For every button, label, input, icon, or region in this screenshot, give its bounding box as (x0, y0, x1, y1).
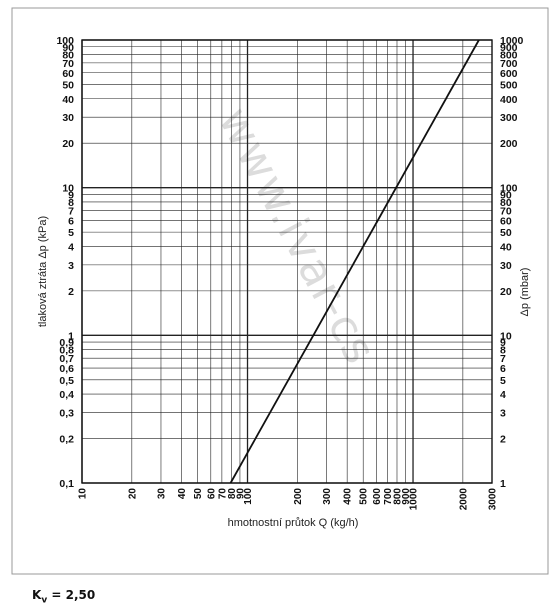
y-tick-label-left: 0,8 (59, 345, 74, 357)
y-tick-label-left: 0,3 (59, 408, 74, 420)
y-tick-label-right: 500 (500, 79, 518, 91)
y-tick-label-right: 7 (500, 353, 506, 365)
y-tick-label-right: 5 (500, 375, 506, 387)
y-tick-label-right: 100 (500, 183, 518, 195)
y-tick-label-left: 9 (68, 189, 74, 201)
y-tick-label-left: 50 (62, 79, 74, 91)
y-tick-label-left: 7 (68, 206, 74, 218)
kv-number: = 2,50 (47, 588, 96, 602)
y-tick-label-right: 1 (500, 478, 506, 490)
y-tick-label-left: 0,4 (59, 389, 74, 401)
y-tick-label-left: 3 (68, 260, 74, 272)
y-tick-label-left: 1 (68, 330, 74, 342)
y-tick-label-right: 700 (500, 58, 518, 70)
y-tick-label-right: 2 (500, 434, 506, 446)
y-tick-label-right: 10 (500, 330, 512, 342)
y-tick-label-right: 800 (500, 49, 518, 61)
y-tick-label-right: 6 (500, 363, 506, 375)
y-tick-label-right: 9 (500, 337, 506, 349)
y-tick-label-right: 40 (500, 241, 512, 253)
x-tick-label: 700 (383, 488, 394, 505)
y-tick-label-right: 50 (500, 227, 512, 239)
x-tick-label: 400 (343, 488, 354, 505)
y-tick-label-right: 400 (500, 94, 518, 106)
y-axis-title-right: Δp (mbar) (519, 268, 531, 317)
y-axis-title-left: tlaková ztráta Δp (kPa) (37, 216, 49, 327)
y-tick-label-right: 20 (500, 286, 512, 298)
y-tick-label-right: 600 (500, 68, 518, 80)
y-tick-label-left: 60 (62, 68, 74, 80)
y-tick-label-left: 0,6 (59, 363, 74, 375)
x-axis-title: hmotnostní průtok Q (kg/h) (228, 517, 359, 529)
x-tick-label: 500 (359, 488, 370, 505)
y-tick-label-left: 40 (62, 94, 74, 106)
x-tick-label: 50 (193, 488, 204, 500)
y-tick-label-left: 0,1 (59, 478, 74, 490)
x-tick-label: 900 (401, 488, 412, 505)
x-tick-label: 30 (156, 488, 167, 500)
y-tick-label-left: 0,7 (59, 353, 74, 365)
x-tick-label: 1000 (409, 488, 420, 511)
y-tick-label-right: 8 (500, 345, 506, 357)
x-tick-label: 80 (227, 488, 238, 500)
y-tick-label-left: 100 (56, 35, 74, 47)
y-tick-label-left: 6 (68, 215, 74, 227)
y-tick-label-left: 8 (68, 197, 74, 209)
outer-border (11, 7, 549, 575)
plot-frame (81, 39, 493, 484)
y-tick-label-left: 0,2 (59, 434, 74, 446)
y-tick-label-right: 70 (500, 206, 512, 218)
y-tick-label-left: 5 (68, 227, 74, 239)
kv-label: K (32, 588, 42, 602)
y-tick-label-right: 200 (500, 138, 518, 150)
series-line (229, 39, 480, 484)
y-tick-label-right: 300 (500, 112, 518, 124)
x-tick-label: 600 (372, 488, 383, 505)
y-tick-label-left: 90 (62, 42, 74, 54)
y-tick-label-left: 2 (68, 286, 74, 298)
y-tick-label-right: 1000 (500, 35, 524, 47)
y-tick-label-right: 30 (500, 260, 512, 272)
y-tick-label-left: 20 (62, 138, 74, 150)
x-tick-label: 70 (217, 488, 228, 500)
x-tick-label: 60 (206, 488, 217, 500)
y-tick-label-right: 80 (500, 197, 512, 209)
kv-value: Kv = 2,50 (32, 588, 95, 605)
y-tick-label-left: 70 (62, 58, 74, 70)
x-tick-label: 10 (78, 488, 89, 500)
x-tick-label: 800 (392, 488, 403, 505)
kv-subscript: v (41, 595, 48, 606)
y-tick-label-left: 30 (62, 112, 74, 124)
y-tick-label-left: 10 (62, 183, 74, 195)
y-tick-label-right: 3 (500, 408, 506, 420)
x-tick-label: 300 (322, 488, 333, 505)
x-tick-label: 200 (293, 488, 304, 505)
y-tick-label-right: 900 (500, 42, 518, 54)
x-tick-label: 40 (177, 488, 188, 500)
y-tick-label-left: 4 (68, 241, 74, 253)
x-tick-label: 100 (243, 488, 254, 505)
y-tick-label-left: 80 (62, 49, 74, 61)
y-tick-label-right: 90 (500, 189, 512, 201)
x-tick-label: 90 (235, 488, 246, 500)
y-tick-label-left: 0,5 (59, 375, 74, 387)
x-tick-label: 2000 (458, 488, 469, 511)
y-tick-label-left: 0,9 (59, 337, 74, 349)
chart-frame: www.ivar-cs 10 20 30 40 50 60 70 80 90 100 200 300 40… (11, 7, 549, 575)
y-tick-label-right: 4 (500, 389, 506, 401)
x-tick-label: 3000 (488, 488, 499, 511)
y-tick-label-right: 60 (500, 215, 512, 227)
x-tick-label: 20 (127, 488, 138, 500)
